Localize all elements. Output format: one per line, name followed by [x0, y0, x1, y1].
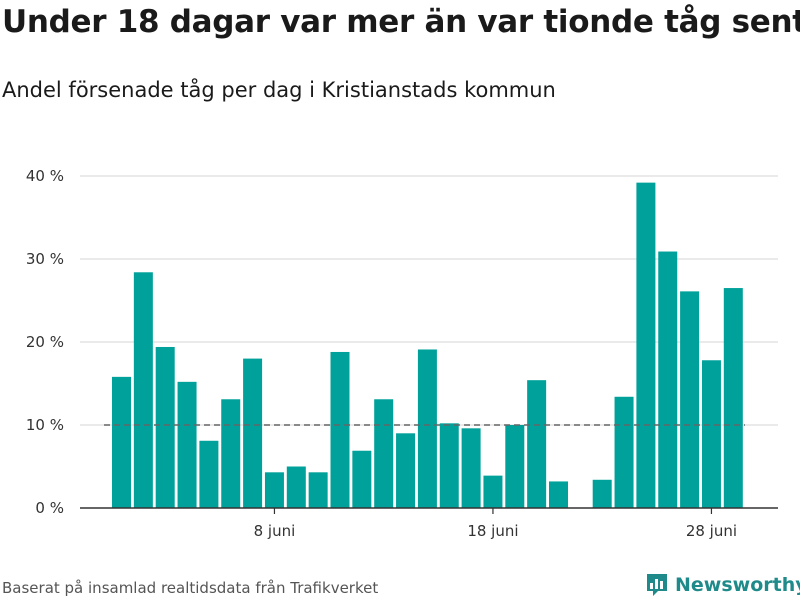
bar[interactable] [461, 428, 481, 508]
y-tick-label: 20 % [26, 333, 64, 351]
bar[interactable] [112, 376, 131, 508]
chart-subtitle: Andel försenade tåg per dag i Kristianst… [2, 78, 556, 102]
bar[interactable] [505, 425, 525, 508]
bar[interactable] [658, 251, 678, 508]
bar[interactable] [636, 182, 656, 508]
bar[interactable] [330, 351, 350, 508]
x-tick-label: 18 juni [467, 522, 518, 540]
brand-logo[interactable]: Newsworthy [645, 571, 800, 599]
bar[interactable] [592, 479, 612, 508]
bar[interactable] [221, 399, 241, 508]
bar[interactable] [199, 440, 219, 508]
bar[interactable] [614, 396, 634, 508]
bar[interactable] [308, 472, 328, 508]
bar[interactable] [723, 288, 743, 508]
bar[interactable] [549, 481, 568, 508]
bar[interactable] [374, 399, 394, 508]
bar[interactable] [286, 466, 306, 509]
bar[interactable] [439, 423, 459, 508]
brand-name: Newsworthy [675, 574, 800, 596]
y-tick-label: 30 % [26, 250, 64, 268]
bar[interactable] [243, 358, 263, 508]
bar[interactable] [483, 475, 503, 508]
bar[interactable] [396, 433, 416, 508]
chart-title: Under 18 dagar var mer än var tionde tåg… [2, 4, 800, 40]
y-tick-label: 10 % [26, 416, 64, 434]
bar[interactable] [264, 472, 284, 508]
bar[interactable] [133, 272, 153, 508]
bar[interactable] [527, 380, 547, 508]
source-note: Baserat på insamlad realtidsdata från Tr… [2, 579, 379, 597]
y-tick-label: 0 % [35, 499, 64, 517]
x-tick-label: 8 juni [254, 522, 296, 540]
bar[interactable] [155, 346, 175, 508]
bar[interactable] [680, 291, 700, 508]
bar[interactable] [701, 360, 721, 508]
newsworthy-logo-icon [647, 574, 667, 596]
bar[interactable] [417, 349, 437, 508]
bar-chart: 0 % 10 % 20 % 30 % 40 % 8 juni 18 juni 28 juni [26, 167, 778, 540]
bar[interactable] [177, 381, 197, 508]
x-tick-label: 28 juni [686, 522, 737, 540]
bar[interactable] [352, 450, 372, 508]
y-tick-label: 40 % [26, 167, 64, 185]
